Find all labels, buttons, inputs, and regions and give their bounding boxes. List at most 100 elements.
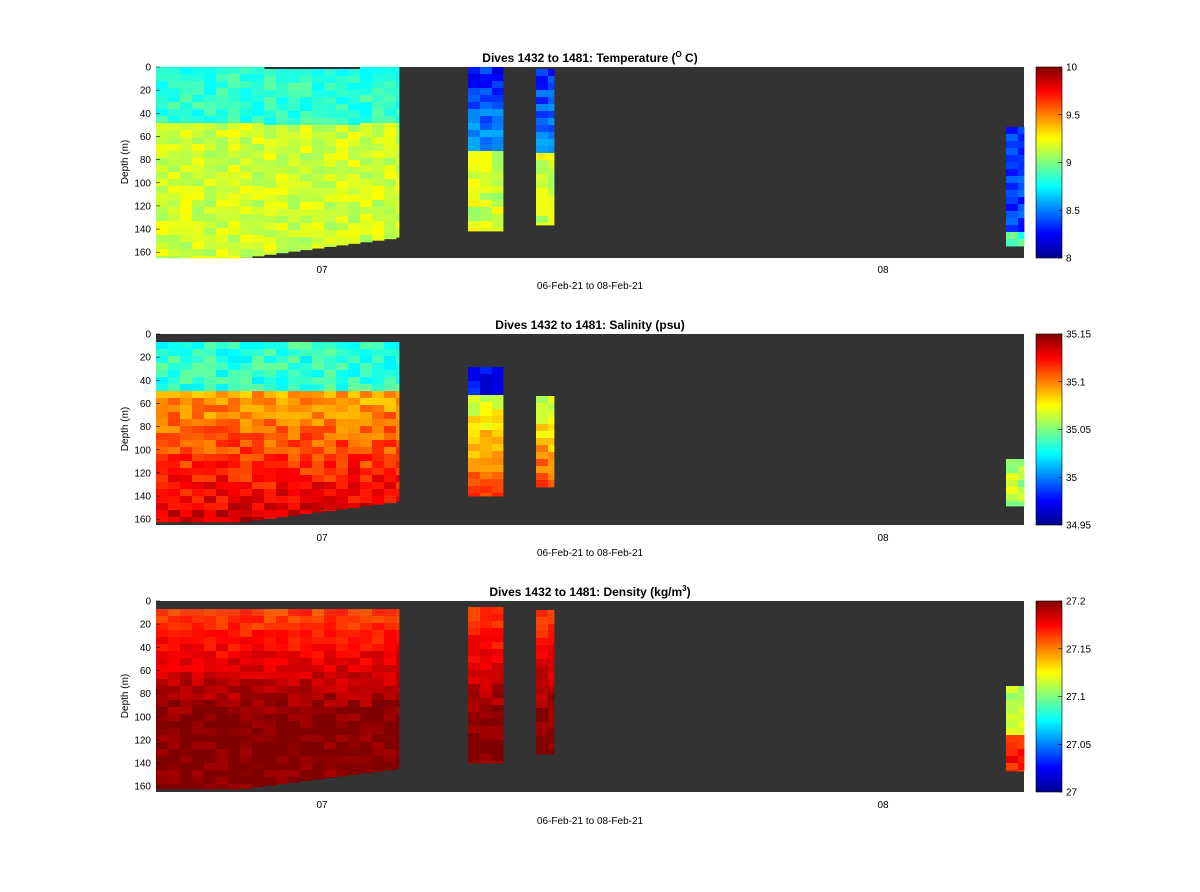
heatmap-cell <box>336 749 349 757</box>
heatmap-cell <box>468 698 481 706</box>
heatmap-cell <box>252 377 265 385</box>
heatmap-cell <box>300 69 313 77</box>
heatmap-cell <box>252 81 265 89</box>
heatmap-cell <box>204 426 217 434</box>
heatmap-cell <box>264 517 277 519</box>
heatmap-cell <box>156 461 169 469</box>
heatmap-cell <box>264 237 277 245</box>
heatmap-cell <box>264 216 277 224</box>
heatmap-cell <box>492 607 504 615</box>
heatmap-cell <box>396 700 400 708</box>
heatmap-cell <box>276 644 289 652</box>
heatmap-cell <box>156 777 169 785</box>
heatmap-cell <box>228 391 241 399</box>
heatmap-cell <box>180 74 193 82</box>
panel-density: Dives 1432 to 1481: Density (kg/m3) 0204… <box>120 584 1091 827</box>
heatmap-cell <box>204 489 217 497</box>
heatmap-cell <box>252 735 265 743</box>
heatmap-cell <box>1018 728 1025 736</box>
heatmap-cell <box>384 384 397 392</box>
heatmap-cell <box>384 763 397 771</box>
heatmap-cell <box>228 158 241 166</box>
heatmap-cell <box>548 438 555 446</box>
heatmap-cell <box>276 630 289 638</box>
heatmap-cell <box>480 705 493 713</box>
heatmap-cell <box>1006 162 1019 170</box>
heatmap-cell <box>300 111 313 119</box>
heatmap-cell <box>180 109 193 117</box>
heatmap-cell <box>360 693 373 701</box>
heatmap-cell <box>228 412 241 420</box>
heatmap-cell <box>264 609 277 617</box>
heatmap-cell <box>156 109 169 117</box>
heatmap-cell <box>180 770 193 778</box>
heatmap-cell <box>396 447 400 455</box>
heatmap-cell <box>204 461 217 469</box>
heatmap-cell <box>492 705 504 713</box>
heatmap-cell <box>492 81 504 89</box>
heatmap-cell <box>312 342 325 350</box>
heatmap-cell <box>180 426 193 434</box>
heatmap-cell <box>1006 763 1019 771</box>
heatmap-cell <box>336 609 349 617</box>
heatmap-cell <box>216 144 229 152</box>
heatmap-cell <box>480 614 493 622</box>
heatmap-cell <box>288 426 301 434</box>
heatmap-cell <box>204 616 217 624</box>
heatmap-cell <box>168 693 181 701</box>
heatmap-cell <box>384 123 397 131</box>
heatmap-cell <box>492 395 504 403</box>
heatmap-cell <box>324 503 337 511</box>
heatmap-cell <box>492 151 504 159</box>
heatmap-cell <box>288 97 301 105</box>
heatmap-cell <box>312 90 325 98</box>
heatmap-cell <box>240 679 253 687</box>
heatmap-cell <box>264 244 277 252</box>
heatmap-cell <box>360 468 373 476</box>
heatmap-cell <box>192 707 205 715</box>
heatmap-cell <box>348 412 361 420</box>
heatmap-cell <box>468 416 481 424</box>
heatmap-cell <box>312 181 325 189</box>
heatmap-cell <box>336 377 349 385</box>
heatmap-cell <box>216 721 229 729</box>
heatmap-cell <box>492 663 504 671</box>
heatmap-cell <box>372 193 385 201</box>
heatmap-cell <box>372 447 385 455</box>
heatmap-cell <box>192 342 205 350</box>
heatmap-cell <box>548 153 555 161</box>
heatmap-cell <box>228 517 241 523</box>
heatmap-cell <box>480 444 493 452</box>
heatmap-cell <box>1006 197 1019 205</box>
heatmap-cell <box>264 763 277 771</box>
heatmap-cell <box>216 735 229 743</box>
heatmap-cell <box>396 440 400 448</box>
heatmap-cell <box>1018 225 1025 233</box>
heatmap-cell <box>372 426 385 434</box>
heatmap-cell <box>360 342 373 350</box>
heatmap-cell <box>228 447 241 455</box>
heatmap-cell <box>384 756 397 764</box>
heatmap-cell <box>216 461 229 469</box>
heatmap-cell <box>276 356 289 364</box>
heatmap-cell <box>324 370 337 378</box>
heatmap-cell <box>396 144 400 152</box>
heatmap-cell <box>240 412 253 420</box>
heatmap-cell <box>300 384 313 392</box>
heatmap-cell <box>276 468 289 476</box>
heatmap-cell <box>168 756 181 764</box>
heatmap-cell <box>252 461 265 469</box>
heatmap-cell <box>300 104 313 112</box>
heatmap-cell <box>324 440 337 448</box>
heatmap-cell <box>372 707 385 715</box>
heatmap-cell <box>1018 721 1025 729</box>
heatmap-cell <box>288 510 301 516</box>
heatmap-cell <box>372 88 385 96</box>
heatmap-cell <box>180 756 193 764</box>
heatmap-cell <box>480 479 493 487</box>
heatmap-cell <box>216 454 229 462</box>
heatmap-cell <box>480 374 493 382</box>
heatmap-cell <box>336 97 349 105</box>
heatmap-cell <box>216 679 229 687</box>
heatmap-cell <box>480 761 493 764</box>
